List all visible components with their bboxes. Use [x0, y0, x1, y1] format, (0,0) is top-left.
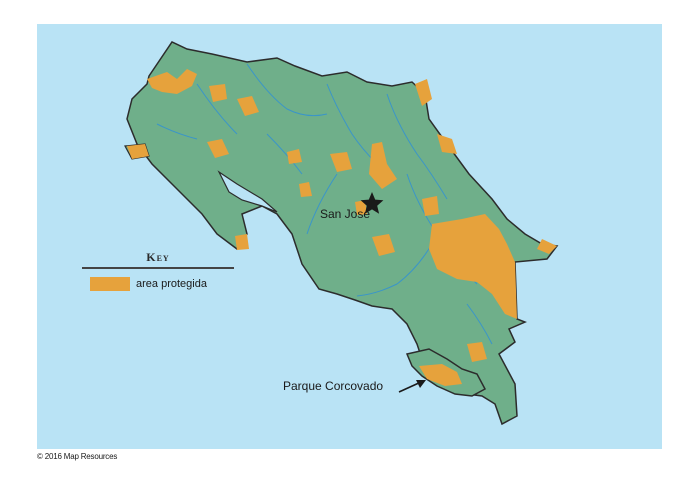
map-frame: San Jose Parque Corcovado: [37, 24, 662, 449]
protected-area: [127, 144, 149, 159]
copyright-notice: © 2016 Map Resources: [37, 452, 118, 461]
map-key: Key area protegida: [82, 250, 234, 291]
protected-area: [355, 200, 367, 215]
star-icon: [360, 192, 384, 214]
protected-area-swatch: [90, 277, 130, 291]
protected-area: [467, 342, 487, 362]
protected-area: [415, 79, 432, 106]
protected-areas: [127, 69, 557, 386]
protected-area: [209, 84, 227, 102]
protected-area: [537, 239, 557, 254]
protected-area: [419, 364, 462, 386]
gulf-water: [217, 170, 278, 213]
protected-area: [372, 234, 395, 256]
protected-area: [147, 69, 197, 94]
protected-area: [237, 96, 259, 116]
protected-area: [429, 214, 517, 319]
protected-area: [287, 149, 302, 164]
capital-label: San Jose: [320, 207, 371, 221]
key-title: Key: [82, 250, 234, 269]
protected-area: [207, 139, 229, 158]
costa-rica-map: [124, 41, 559, 426]
arrow-icon: [398, 380, 426, 393]
protected-area: [330, 152, 352, 172]
protected-area: [299, 182, 312, 197]
key-item-label: area protegida: [136, 278, 207, 290]
protected-area: [369, 142, 397, 189]
protected-area: [235, 234, 249, 250]
protected-area: [422, 196, 439, 216]
park-label: Parque Corcovado: [283, 379, 384, 393]
protected-area: [437, 134, 457, 154]
key-item: area protegida: [90, 277, 234, 291]
